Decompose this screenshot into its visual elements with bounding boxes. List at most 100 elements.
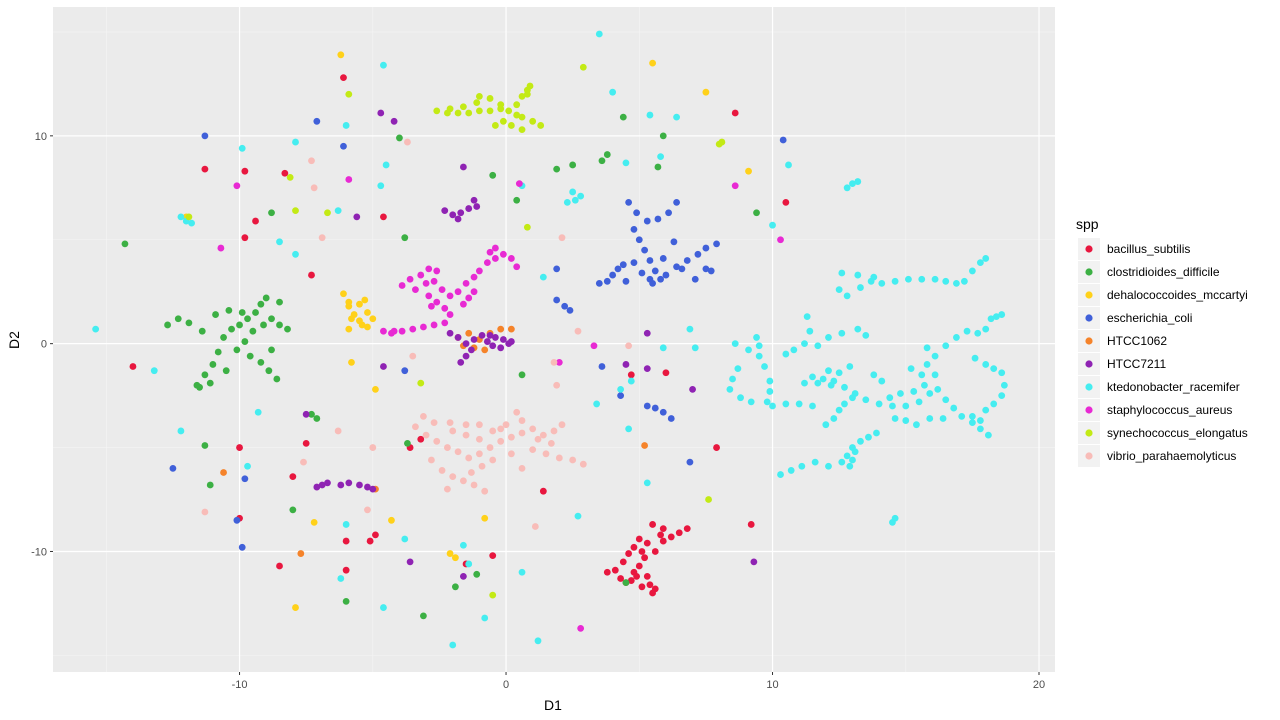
point-ktedonobacter_racemifer xyxy=(763,398,771,406)
point-HTCC7211 xyxy=(446,329,454,337)
series-vibrio_parahaemolyticus xyxy=(201,138,633,530)
point-ktedonobacter_racemifer xyxy=(849,394,856,402)
point-ktedonobacter_racemifer xyxy=(857,284,864,291)
point-ktedonobacter_racemifer xyxy=(982,361,990,368)
point-bacillus_subtilis xyxy=(252,217,259,225)
point-staphylococcus_aureus xyxy=(233,182,241,190)
point-staphylococcus_aureus xyxy=(217,244,225,252)
point-synechococcus_elongatus xyxy=(465,109,473,117)
point-vibrio_parahaemolyticus xyxy=(558,234,566,242)
point-bacillus_subtilis xyxy=(611,566,619,574)
point-ktedonobacter_racemifer xyxy=(918,275,926,283)
point-HTCC7211 xyxy=(369,485,377,493)
point-ktedonobacter_racemifer xyxy=(913,421,920,429)
point-ktedonobacter_racemifer xyxy=(761,363,768,370)
point-synechococcus_elongatus xyxy=(292,207,299,215)
point-vibrio_parahaemolyticus xyxy=(433,437,441,445)
point-clostridioides_difficile xyxy=(654,163,662,171)
point-staphylococcus_aureus xyxy=(441,304,449,312)
point-escherichia_coli xyxy=(643,402,651,410)
point-HTCC7211 xyxy=(470,196,478,204)
point-bacillus_subtilis xyxy=(236,444,243,451)
point-ktedonobacter_racemifer xyxy=(968,412,976,420)
point-synechococcus_elongatus xyxy=(475,92,483,100)
point-ktedonobacter_racemifer xyxy=(769,221,776,229)
x-axis: -10 0 10 20 xyxy=(232,672,1045,691)
point-clostridioides_difficile xyxy=(257,300,265,308)
point-ktedonobacter_racemifer xyxy=(849,456,856,464)
point-HTCC7211 xyxy=(345,479,353,487)
point-escherichia_coli xyxy=(659,408,667,416)
point-ktedonobacter_racemifer xyxy=(923,361,931,368)
point-bacillus_subtilis xyxy=(649,521,657,528)
point-synechococcus_elongatus xyxy=(507,122,515,129)
point-escherichia_coli xyxy=(241,475,249,483)
legend-key-point xyxy=(1085,383,1093,391)
point-ktedonobacter_racemifer xyxy=(902,402,910,410)
point-HTCC1062 xyxy=(641,442,649,449)
point-ktedonobacter_racemifer xyxy=(806,327,814,335)
legend-key-point xyxy=(1085,337,1093,345)
point-ktedonobacter_racemifer xyxy=(870,371,878,379)
point-HTCC7211 xyxy=(459,163,467,171)
point-vibrio_parahaemolyticus xyxy=(547,440,555,447)
point-ktedonobacter_racemifer xyxy=(646,111,654,119)
scatter-points xyxy=(92,30,1008,649)
point-vibrio_parahaemolyticus xyxy=(449,473,457,481)
point-clostridioides_difficile xyxy=(268,315,275,323)
point-ktedonobacter_racemifer xyxy=(870,273,878,281)
point-ktedonobacter_racemifer xyxy=(571,196,579,204)
point-ktedonobacter_racemifer xyxy=(814,379,822,387)
point-ktedonobacter_racemifer xyxy=(998,392,1006,400)
point-ktedonobacter_racemifer xyxy=(659,344,667,352)
point-ktedonobacter_racemifer xyxy=(622,159,630,167)
point-HTCC7211 xyxy=(449,211,457,219)
point-staphylococcus_aureus xyxy=(388,329,395,337)
point-ktedonobacter_racemifer xyxy=(854,178,862,185)
point-bacillus_subtilis xyxy=(603,568,611,576)
point-synechococcus_elongatus xyxy=(475,107,483,115)
point-escherichia_coli xyxy=(651,404,659,412)
y-axis: -10 0 10 xyxy=(31,131,53,558)
point-bacillus_subtilis xyxy=(683,525,691,533)
point-HTCC1062 xyxy=(481,346,489,354)
point-staphylococcus_aureus xyxy=(417,271,425,279)
point-ktedonobacter_racemifer xyxy=(782,400,790,408)
point-ktedonobacter_racemifer xyxy=(835,286,843,294)
point-clostridioides_difficile xyxy=(209,361,217,368)
point-ktedonobacter_racemifer xyxy=(878,279,886,287)
point-clostridioides_difficile xyxy=(404,440,411,447)
point-ktedonobacter_racemifer xyxy=(886,394,894,402)
point-vibrio_parahaemolyticus xyxy=(462,431,470,439)
point-ktedonobacter_racemifer xyxy=(737,394,744,402)
point-ktedonobacter_racemifer xyxy=(782,350,790,358)
point-vibrio_parahaemolyticus xyxy=(513,408,521,416)
point-vibrio_parahaemolyticus xyxy=(539,431,547,439)
point-ktedonobacter_racemifer xyxy=(976,425,984,433)
point-bacillus_subtilis xyxy=(241,167,249,175)
point-escherichia_coli xyxy=(553,265,561,273)
point-dehalococcoides_mccartyi xyxy=(348,358,355,366)
point-ktedonobacter_racemifer xyxy=(809,402,816,410)
point-escherichia_coli xyxy=(707,267,715,275)
point-vibrio_parahaemolyticus xyxy=(420,412,427,420)
point-bacillus_subtilis xyxy=(342,566,350,574)
point-vibrio_parahaemolyticus xyxy=(201,508,209,516)
point-ktedonobacter_racemifer xyxy=(276,238,283,246)
point-HTCC7211 xyxy=(457,358,465,366)
point-ktedonobacter_racemifer xyxy=(952,334,960,341)
point-clostridioides_difficile xyxy=(121,240,129,248)
point-vibrio_parahaemolyticus xyxy=(502,421,510,429)
point-escherichia_coli xyxy=(561,302,569,310)
point-escherichia_coli xyxy=(686,458,694,466)
legend-label: clostridioides_difficile xyxy=(1107,265,1220,279)
point-clostridioides_difficile xyxy=(401,234,409,242)
point-bacillus_subtilis xyxy=(731,109,739,117)
point-ktedonobacter_racemifer xyxy=(910,388,918,395)
point-staphylococcus_aureus xyxy=(475,267,483,275)
point-clostridioides_difficile xyxy=(268,209,275,217)
point-clostridioides_difficile xyxy=(262,294,270,302)
point-HTCC7211 xyxy=(483,338,491,345)
point-bacillus_subtilis xyxy=(675,529,683,537)
point-bacillus_subtilis xyxy=(619,558,627,566)
